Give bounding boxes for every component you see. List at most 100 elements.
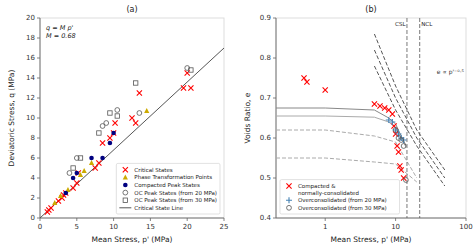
legend-label: Critical States [134,167,173,173]
legend-label: Compacted Peak States [134,182,200,189]
x-axis-label: Mean Stress, p' (MPa) [92,235,173,244]
plot-frame [40,18,224,218]
text-line: Phase Transformation Points [134,175,212,181]
x-tick-label: 25 [220,223,229,231]
line [374,66,444,186]
legend-label: OC Peak States (from 30 MPa) [134,197,217,203]
text-line: Critical States [134,167,173,173]
legend-symbol [123,190,128,195]
point [394,143,399,148]
legend-symbol [286,183,291,188]
point [115,114,119,118]
point [403,178,408,183]
point [111,130,116,135]
text-line: OC Peak States (from 30 MPa) [134,197,217,203]
point [75,171,80,176]
text-line: Overconsolidated (from 20 MPa) [298,197,387,203]
scatter-series [301,75,406,180]
legend-item: Overconsolidated (from 20 MPa) [286,197,387,203]
legend-item: OC Peak States (from 20 MPa) [123,190,217,196]
point [107,135,112,140]
y-tick-label: 16 [26,54,35,62]
line [276,130,417,178]
text-line: OC Peak States (from 20 MPa) [134,190,217,196]
point [137,111,142,116]
legend-item: Compacted Peak States [123,182,200,189]
point [93,165,98,170]
legend-item: Critical State Line [119,205,183,211]
title: (a) [126,5,137,14]
x-axis-label: Mean Stress, p' (MPa) [331,235,412,244]
point [89,160,94,165]
text-line: Compacted Peak States [134,182,200,189]
text-line: Critical State Line [134,205,183,211]
point [100,156,105,161]
chart: 051015202502468101214161820(a)Mean Stres… [0,0,474,250]
legend-item: OC Peak States (from 30 MPa) [123,197,217,203]
point [181,85,186,90]
vertical-line [406,18,407,218]
point [188,85,193,90]
text-line: e ∝ p'⁻⁰·⁵ [437,68,465,76]
x-tick-label: 0 [38,223,42,231]
legend-symbol [123,183,128,188]
y-tick-label: 0.8 [260,54,271,62]
y-tick-label: 4 [31,174,36,182]
annotation: e ∝ p'⁻⁰·⁵ [437,68,465,76]
x-tick-label: 20 [183,223,192,231]
point [48,205,53,210]
point [393,127,399,133]
y-tick-label: 2 [31,194,35,202]
legend: Compacted &normally-consolidatedOvercons… [280,180,400,214]
panel: 1101000.40.50.60.70.80.9(b)Mean Stress, … [243,5,473,244]
legend-item: Phase Transformation Points [123,174,212,180]
point [71,176,76,181]
x-tick-label: 5 [75,223,79,231]
legend-symbol [123,198,127,202]
legend-label: Critical State Line [134,205,183,211]
scatter-series [71,68,193,170]
x-axis-line [276,218,466,219]
point [323,87,328,92]
legend-label: Overconsolidated (from 20 MPa) [298,197,387,203]
y-axis-label: Voids Ratio, e [243,92,252,143]
point [58,193,63,198]
line [374,34,444,170]
legend-item: Overconsolidated (from 30 MPa) [287,205,387,211]
legend-symbol [286,197,292,203]
point [74,180,79,185]
point [133,120,138,125]
legend-box [116,163,220,214]
x-tick-label: 15 [146,223,155,231]
point [108,141,113,146]
point [304,79,309,84]
point [396,149,401,154]
plot-area [276,18,445,218]
y-tick-label: 14 [26,74,35,82]
legend-label: Overconsolidated (from 30 MPa) [298,205,387,211]
panel: 051015202502468101214161820(a)Mean Stres… [7,5,228,244]
legend-box [280,180,400,214]
legend-symbol [123,174,128,179]
point [97,131,101,135]
point [133,81,137,85]
line [276,116,406,147]
x-tick-label: 100 [459,223,472,231]
point [71,185,76,190]
point [393,128,398,133]
point [108,111,112,115]
scatter-series [386,117,407,143]
y-tick-label: 0.6 [260,134,272,142]
point [100,140,105,145]
y-tick-label: 20 [26,14,35,22]
point [112,120,117,125]
point [63,191,68,196]
point [401,144,406,149]
point [397,163,402,168]
scatter-series [63,131,115,196]
vertical-line [419,18,420,218]
scatter-series [67,66,190,176]
point [144,108,149,113]
point [389,119,395,125]
legend-label: Phase Transformation Points [134,175,212,181]
